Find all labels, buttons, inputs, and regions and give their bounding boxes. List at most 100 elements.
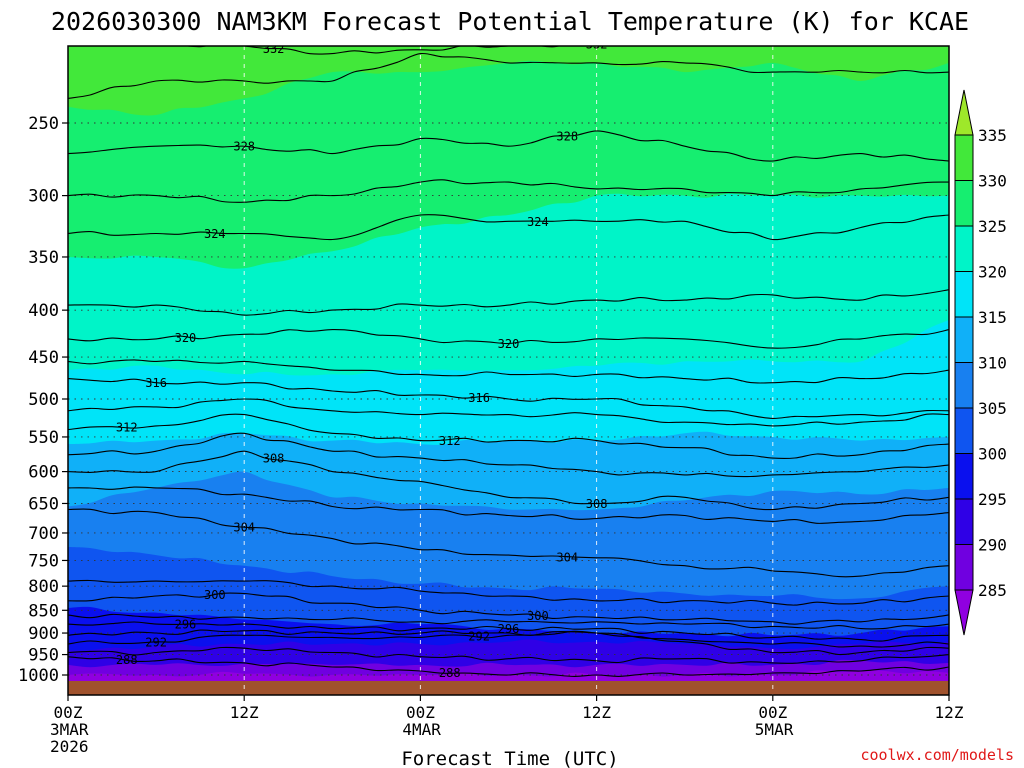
x-tick-label: 5MAR (755, 720, 794, 739)
y-tick-label: 850 (28, 601, 59, 621)
isentrope-label: 308 (586, 497, 608, 511)
fill-bands (68, 46, 949, 695)
colorbar-box (954, 134, 974, 181)
y-tick-label: 800 (28, 577, 59, 597)
isentrope-label: 304 (233, 521, 255, 535)
isentrope-label: 312 (439, 434, 461, 448)
colorbar-box (954, 362, 974, 409)
isentrope-label: 312 (116, 421, 138, 435)
x-tick-label: 2026 (50, 737, 89, 756)
colorbar-label: 305 (978, 399, 1007, 418)
isentrope-label: 300 (527, 609, 549, 623)
isentrope-label: 296 (175, 618, 197, 632)
colorbar-box (954, 407, 974, 454)
isentrope-label: 304 (556, 550, 578, 564)
chart-title: 2026030300 NAM3KM Forecast Potential Tem… (51, 7, 969, 36)
isentrope-label: 300 (204, 588, 226, 602)
isentrope-298 (68, 613, 949, 630)
y-tick-label: 550 (28, 428, 59, 448)
colorbar-box (954, 180, 974, 227)
isentrope-label: 332 (586, 37, 608, 51)
y-tick-label: 600 (28, 463, 59, 483)
isentrope-label: 316 (468, 391, 490, 405)
colorbar-label: 300 (978, 445, 1007, 464)
colorbar-box (954, 498, 974, 545)
y-tick-label: 300 (28, 187, 59, 207)
isentrope-label: 320 (175, 331, 197, 345)
x-tick-label: 00Z (758, 703, 787, 722)
y-tick-label: 700 (28, 524, 59, 544)
isentrope-label: 316 (145, 376, 167, 390)
colorbar: 285 290 295 300 305 310 315 320 325 330 335 (954, 89, 1007, 636)
colorbar-high-arrow (954, 89, 974, 136)
isentrope-label: 324 (527, 215, 549, 229)
ground-layer (68, 681, 949, 695)
colorbar-box (954, 453, 974, 500)
plot-border (67, 45, 950, 696)
isentrope-328 (68, 130, 949, 162)
isentrope-318 (68, 359, 949, 384)
y-tick-label: 400 (28, 301, 59, 321)
isentrope-296 (68, 621, 949, 642)
isentrope-308 (68, 450, 949, 511)
x-tick-label: 00Z (406, 703, 435, 722)
ground-strip (68, 681, 949, 695)
isentrope-288 (68, 656, 949, 677)
y-tick-label: 1000 (18, 666, 59, 686)
isentrope-326 (68, 179, 949, 203)
x-tick-label: 4MAR (402, 720, 441, 739)
isentrope-290 (68, 646, 949, 664)
x-tick-label: 12Z (935, 703, 964, 722)
colorbar-label: 335 (978, 126, 1007, 145)
x-tick-label: 12Z (230, 703, 259, 722)
colorbar-label: 310 (978, 354, 1007, 373)
isentrope-310 (68, 432, 949, 478)
isentrope-label: 292 (468, 629, 490, 643)
isentrope-label: 288 (116, 653, 138, 667)
isentrope-316 (68, 378, 949, 419)
isentrope-label: 296 (498, 622, 520, 636)
y-tick-label: 750 (28, 551, 59, 571)
y-tick-label: 250 (28, 114, 59, 134)
gridlines (68, 46, 949, 695)
colorbar-label: 325 (978, 217, 1007, 236)
isentrope-322 (68, 289, 949, 316)
isentropes: 288 288 292 292 296 296 300 300 304 304 308 308 312 3… (68, 37, 949, 680)
colorbar-box (954, 225, 974, 272)
y-tick-label: 500 (28, 390, 59, 410)
x-tick-label: 12Z (582, 703, 611, 722)
x-tick-label: 3MAR (50, 720, 89, 739)
colorbar-label: 330 (978, 172, 1007, 191)
plot-area: 288 288 292 292 296 296 300 300 304 304 308 308 312 3… (68, 37, 949, 695)
credit-text: coolwx.com/models (860, 746, 1014, 764)
x-axis-title: Forecast Time (UTC) (401, 748, 618, 768)
isentrope-330 (68, 52, 949, 99)
y-tick-label: 650 (28, 494, 59, 514)
isentrope-320 (68, 329, 949, 349)
isentrope-294 (68, 629, 949, 648)
isentrope-label: 332 (263, 42, 285, 56)
colorbar-low-arrow (954, 589, 974, 636)
isentrope-314 (68, 398, 949, 427)
isentrope-label: 292 (145, 635, 167, 649)
colorbar-box (954, 316, 974, 363)
y-tick-label: 450 (28, 348, 59, 368)
isentrope-304 (68, 508, 949, 578)
isentrope-label: 328 (233, 140, 255, 154)
isentrope-306 (68, 486, 949, 524)
colorbar-label: 320 (978, 263, 1007, 282)
colorbar-label: 290 (978, 536, 1007, 555)
isentrope-302 (68, 579, 949, 606)
x-tick-label: 00Z (54, 703, 83, 722)
isentrope-label: 288 (439, 666, 461, 680)
isentrope-300 (68, 592, 949, 625)
y-tick-label: 900 (28, 624, 59, 644)
colorbar-label: 285 (978, 581, 1007, 600)
isentrope-label: 328 (556, 129, 578, 143)
isentrope-324 (68, 214, 949, 241)
colorbar-box (954, 544, 974, 591)
isentrope-312 (68, 413, 949, 460)
y-tick-label: 350 (28, 248, 59, 268)
